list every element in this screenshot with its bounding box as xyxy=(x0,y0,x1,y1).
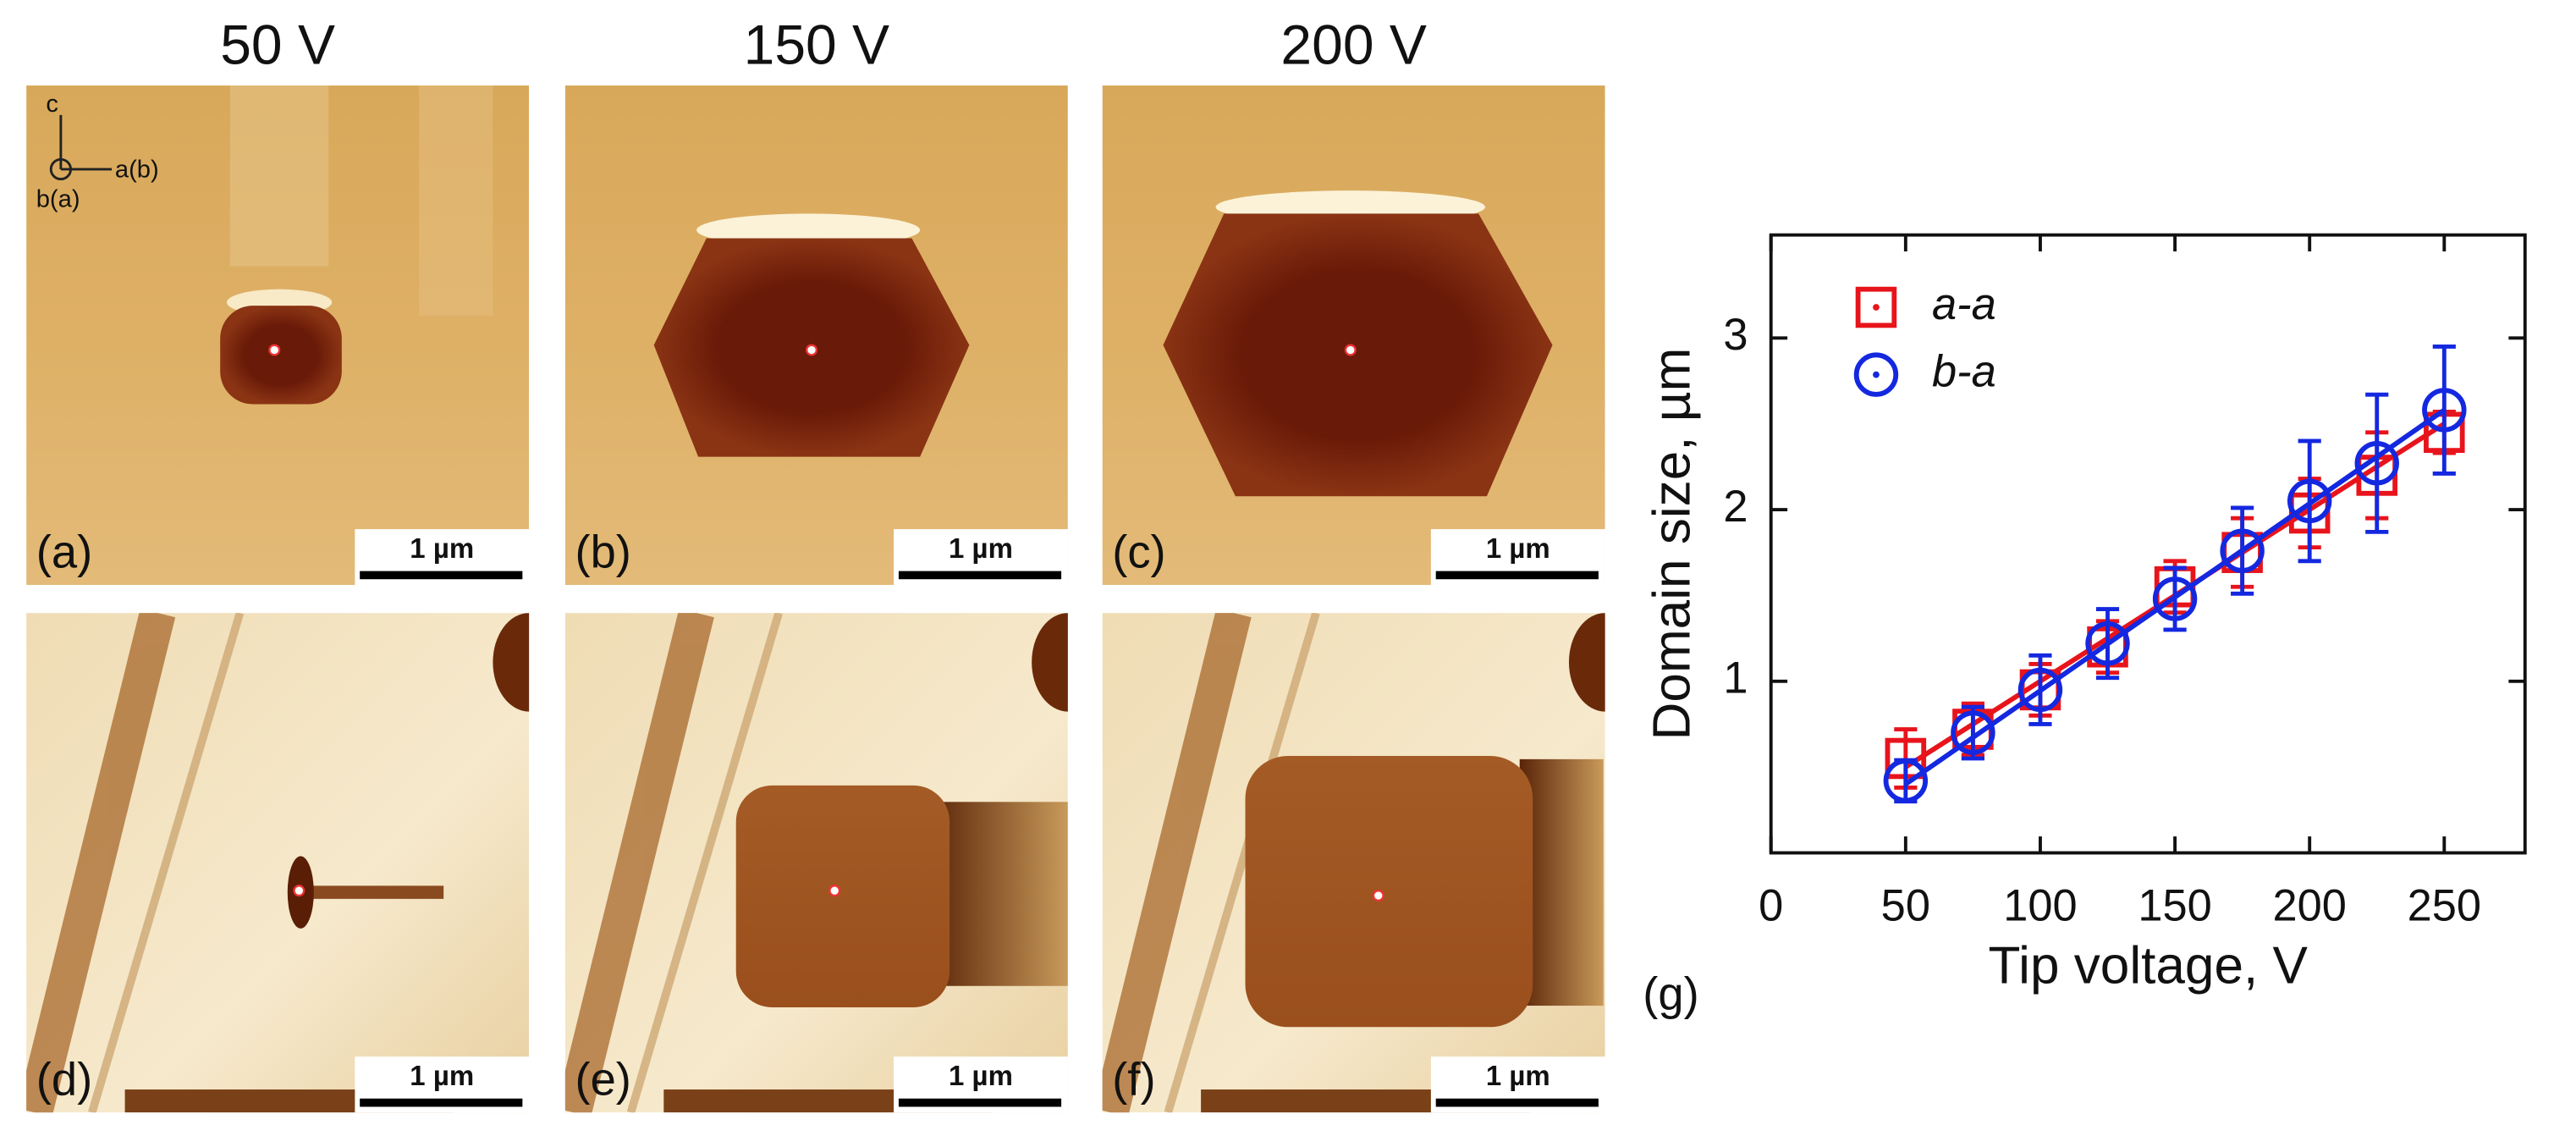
scale-bar-label: 1 µm xyxy=(410,532,474,564)
legend-marker-dot xyxy=(1873,371,1880,378)
image xyxy=(26,613,530,1113)
dark-corner xyxy=(1568,613,1605,712)
x-tick-label: 0 xyxy=(1759,881,1783,930)
bright-stripe xyxy=(419,85,493,316)
axis-dot xyxy=(49,157,72,181)
image-panel: (b) 1 µm xyxy=(564,85,1068,586)
tip-position xyxy=(1372,890,1384,902)
column-title: 150 V xyxy=(744,14,889,76)
panel-label: (g) xyxy=(1643,968,1698,1020)
dark-stripe xyxy=(26,613,176,1113)
data-point xyxy=(2152,576,2198,621)
y-axis-label: Domain size, µm xyxy=(1643,348,1702,741)
image-panel: (f) 1 µm xyxy=(1102,613,1605,1113)
image xyxy=(1102,613,1605,1113)
crystal-axes: c a(b) b(a) xyxy=(36,91,159,213)
axis-label: c xyxy=(46,91,58,118)
image xyxy=(1102,85,1605,586)
image-panel: (a) 1 µm xyxy=(26,85,530,586)
scale-bar-label: 1 µm xyxy=(410,1060,474,1091)
image-panel: (d) 1 µm xyxy=(26,613,530,1113)
image xyxy=(564,85,1068,586)
tip-position xyxy=(1344,344,1357,356)
dark-stripe xyxy=(1102,613,1252,1113)
stripes xyxy=(1519,758,1604,1006)
tip-position xyxy=(828,885,841,897)
legend-label: a-a xyxy=(1932,280,1996,329)
x-tick-label: 150 xyxy=(2138,881,2211,930)
image-panels: 50 V 150 V 200 V (a) 1 µm (b) 1 µm (c) 1 µm (d) 1 … xyxy=(26,14,1605,1113)
x-tick-label: 50 xyxy=(1881,881,1930,930)
x-tick-label: 200 xyxy=(2272,881,2346,930)
tip-position xyxy=(806,344,818,356)
panel-label: (d) xyxy=(36,1054,92,1106)
y-tick-label: 2 xyxy=(1723,483,1748,532)
dark-stripe xyxy=(1164,613,1320,1113)
tip-position xyxy=(293,885,305,897)
panel-label: (c) xyxy=(1112,527,1165,578)
data-point xyxy=(2085,620,2130,666)
scale-bar-label: 1 µm xyxy=(1486,1060,1550,1091)
legend-entry: a-a xyxy=(1855,280,1996,329)
dark-stripe xyxy=(88,613,245,1113)
tip-position xyxy=(268,344,281,356)
plot-frame xyxy=(1769,233,2527,855)
x-tick-label: 250 xyxy=(2408,881,2481,930)
bright-stripe xyxy=(229,85,329,267)
column-title: 50 V xyxy=(220,14,335,76)
image xyxy=(26,85,530,586)
x-tick-label: 100 xyxy=(2003,881,2077,930)
data-point xyxy=(1883,758,1929,803)
scale-bar-label: 1 µm xyxy=(949,532,1013,564)
data-point xyxy=(2422,388,2467,433)
data-point xyxy=(1951,710,1995,755)
legend-marker xyxy=(1855,286,1897,328)
dark-corner xyxy=(493,613,530,712)
series xyxy=(1883,344,2467,804)
data-point xyxy=(2354,441,2399,486)
axis-label: a(b) xyxy=(115,157,159,184)
chart: 0 50 100 150 200 250 1 2 3 Tip voltage, V Domain s… xyxy=(1643,233,2527,1020)
scale-bar-label: 1 µm xyxy=(949,1060,1013,1091)
data-point xyxy=(2017,667,2063,713)
y-tick-label: 3 xyxy=(1723,311,1748,360)
domain xyxy=(735,785,950,1007)
legend-marker xyxy=(1853,352,1899,397)
column-title: 200 V xyxy=(1280,14,1426,76)
dark-stripe xyxy=(626,613,783,1113)
image xyxy=(564,613,1068,1113)
image-panel: (e) 1 µm xyxy=(564,613,1068,1113)
x-axis-label: Tip voltage, V xyxy=(1989,937,2309,995)
domain xyxy=(1163,213,1553,497)
legend-marker-dot xyxy=(1873,304,1880,311)
panel-label: (f) xyxy=(1112,1054,1155,1106)
panel-label: (b) xyxy=(575,527,630,578)
fit-line xyxy=(1904,408,2446,786)
panel-label: (a) xyxy=(36,527,92,578)
data-point xyxy=(2287,478,2332,524)
dark-stripe xyxy=(564,613,714,1113)
scale-bar-label: 1 µm xyxy=(1486,532,1550,564)
image-panel: (c) 1 µm xyxy=(1102,85,1605,586)
domain xyxy=(1245,755,1533,1028)
data-point xyxy=(2220,528,2265,573)
axis-label: b(a) xyxy=(36,186,80,213)
panel-label: (e) xyxy=(575,1054,630,1106)
legend-label: b-a xyxy=(1932,347,1996,396)
y-tick-label: 1 xyxy=(1723,654,1748,703)
stripes xyxy=(927,802,1068,986)
legend-entry: b-a xyxy=(1853,347,1996,397)
dark-corner xyxy=(1032,613,1068,712)
domain xyxy=(220,306,342,405)
